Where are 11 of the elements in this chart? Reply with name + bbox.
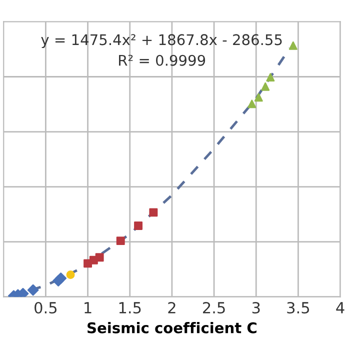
x-tick-label: 2.5 (203, 302, 225, 314)
x-tick-label: 4 (336, 302, 344, 314)
x-tick-label: 3 (252, 302, 260, 314)
x-tick-label: 2 (168, 302, 176, 314)
x-tick-label: 0.5 (34, 302, 57, 314)
x-axis-title: Seismic coefficient C (88, 322, 256, 334)
annotation: R² = 0.9999 (119, 54, 206, 66)
x-tick-label: 3.5 (287, 302, 310, 314)
x-tick-label: 1.5 (119, 302, 141, 314)
annotation: y = 1475.4x² + 1867.8x - 286.55 (41, 34, 282, 48)
x-tick-label: 1 (84, 302, 92, 314)
